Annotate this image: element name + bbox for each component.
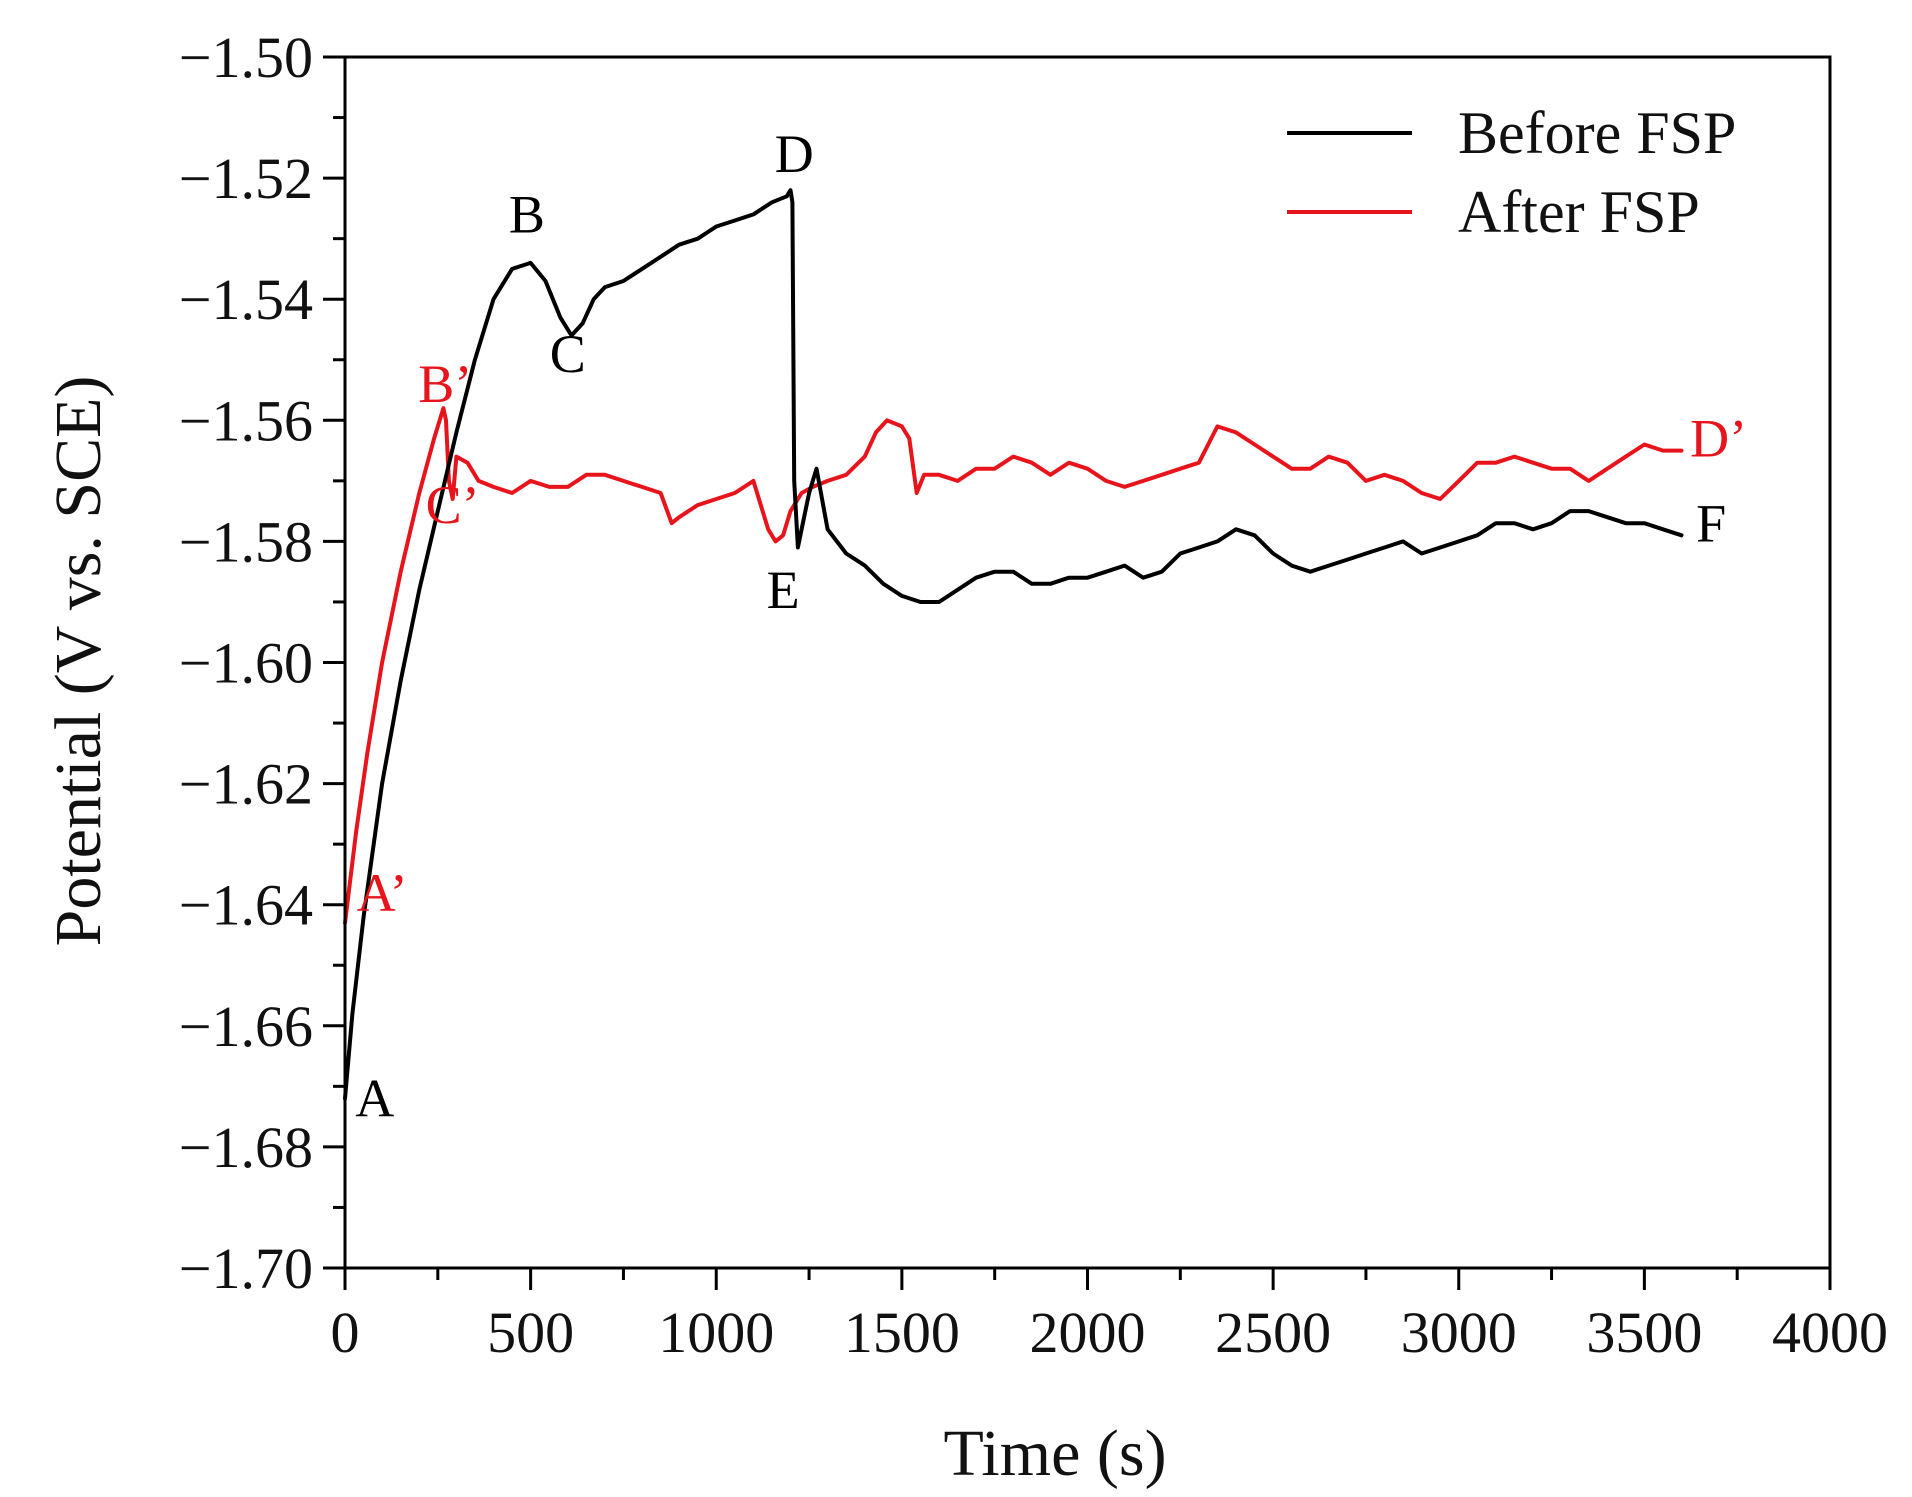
legend-label-before-fsp: Before FSP [1458,100,1736,166]
y-tick-label: −1.64 [179,873,313,938]
y-tick-label: −1.66 [179,994,313,1059]
point-annotations: A B C D E F A’ B’ C’ D’ [355,124,1747,1129]
annotation-label: C [550,324,586,384]
series-line-before-fsp [343,188,1684,1101]
x-axis-ticks: 0 500 1000 1500 2000 2500 3000 3500 4000 [331,1268,1888,1365]
y-tick-label: −1.60 [179,631,313,696]
y-tick-label: −1.50 [179,25,313,90]
y-tick-label: −1.52 [179,146,313,211]
x-tick-label: 3500 [1586,1300,1702,1365]
y-tick-label: −1.54 [179,267,313,332]
x-tick-label: 0 [331,1300,360,1365]
x-tick-label: 1500 [844,1300,960,1365]
annotation-label: D’ [1690,409,1747,469]
y-axis-ticks: −1.50 −1.52 −1.54 −1.56 −1.58 −1.60 −1.62 −1.64… [179,25,345,1301]
annotation-label: E [767,560,800,620]
annotation-label: F [1696,493,1726,553]
annotation-label: B [509,185,545,245]
y-tick-label: −1.58 [179,509,313,574]
x-tick-label: 2000 [1030,1300,1146,1365]
y-tick-label: −1.70 [179,1236,313,1301]
series-line-after-fsp [343,406,1684,925]
x-tick-label: 500 [487,1300,574,1365]
y-tick-label: −1.62 [179,752,313,817]
annotation-label: A’ [357,863,408,923]
annotation-label: C’ [426,475,480,535]
legend-label-after-fsp: After FSP [1458,179,1700,245]
x-tick-label: 2500 [1215,1300,1331,1365]
x-tick-label: 1000 [658,1300,774,1365]
legend: Before FSP After FSP [1287,100,1736,245]
plot-frame [343,55,1832,1270]
y-tick-label: −1.56 [179,388,313,453]
series-layer [343,188,1684,1101]
x-tick-label: 3000 [1401,1300,1517,1365]
annotation-label: B’ [418,354,472,414]
x-axis-title: Time (s) [943,1417,1166,1490]
y-tick-label: −1.68 [179,1115,313,1180]
annotation-label: A [355,1069,394,1129]
x-tick-label: 4000 [1772,1300,1888,1365]
y-axis-title: Potential (V vs. SCE) [42,376,115,947]
annotation-label: D [775,124,814,184]
